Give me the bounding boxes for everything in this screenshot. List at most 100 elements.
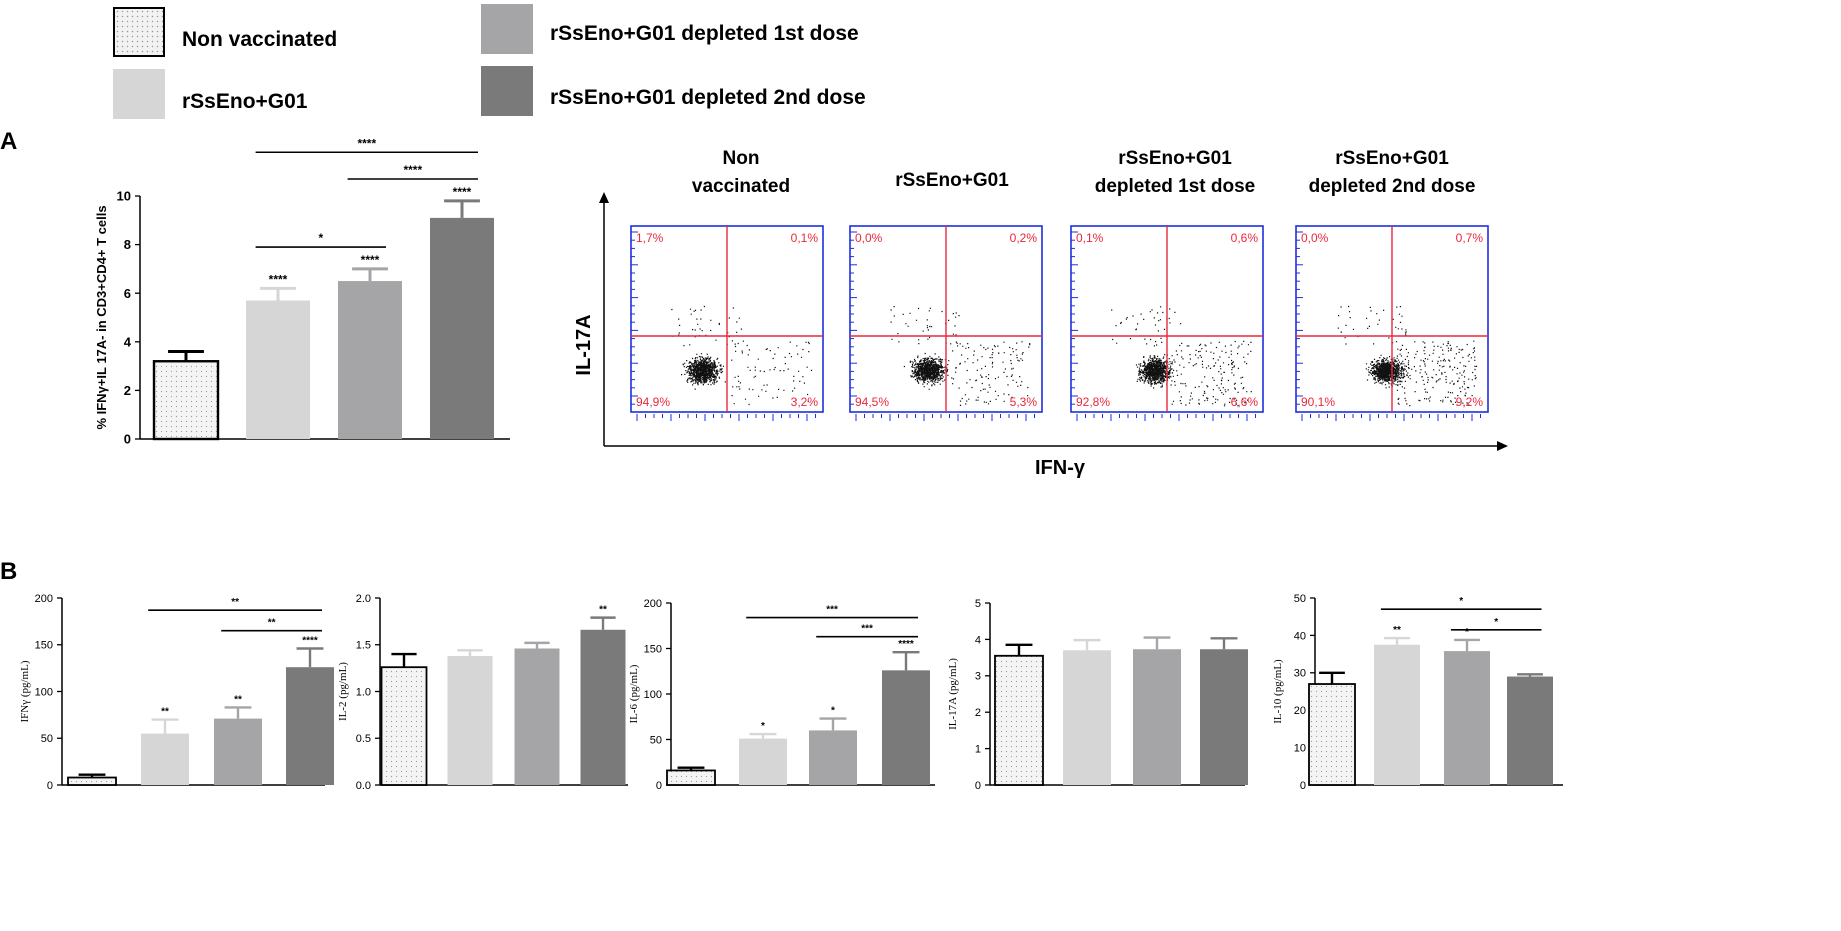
y-tick-label: 0.5 xyxy=(356,733,371,745)
bar-chart-a: 0 2 4 6 8 10 % IFNγ+IL 17A- in CD3+CD4+ T cell… xyxy=(94,136,510,447)
y-tick-label: 150 xyxy=(644,643,662,655)
quadrant-upper-right: 0,2% xyxy=(1010,231,1038,245)
dot-plot-4: rSsEno+G01 depleted 2nd dose 0,0% 0,7% 90,1%… xyxy=(1295,148,1489,421)
y-tick-label: 2.0 xyxy=(356,593,371,605)
dot-plot-title: depleted 2nd dose xyxy=(1309,176,1476,197)
significance-label: * xyxy=(831,706,835,717)
y-tick-label: 6 xyxy=(124,286,131,301)
y-tick-label: 50 xyxy=(41,733,53,745)
bar-1 xyxy=(380,666,428,786)
y-tick-label: 2 xyxy=(124,383,131,398)
y-tick-label: 100 xyxy=(644,689,662,701)
significance-label: * xyxy=(761,721,765,732)
bar-1 xyxy=(1308,683,1356,786)
y-axis-label: IFNγ (pg/mL) xyxy=(19,660,31,722)
y-tick-label: 40 xyxy=(1294,630,1306,642)
y-tick-label: 30 xyxy=(1294,668,1306,680)
significance-label: **** xyxy=(302,635,318,646)
comparison-label: *** xyxy=(861,624,873,635)
y-tick-label: 1 xyxy=(975,743,981,755)
bar-1 xyxy=(666,769,716,786)
bar-2 xyxy=(246,300,310,439)
significance-label: * xyxy=(1465,627,1469,638)
y-tick-label: 8 xyxy=(124,237,131,252)
significance-label: ** xyxy=(599,605,607,616)
flow-y-axis-label: IL-17A xyxy=(573,314,595,375)
y-tick-label: 10 xyxy=(117,189,131,204)
quadrant-lower-right: 3,2% xyxy=(791,395,819,409)
y-tick-label: 3 xyxy=(975,671,981,683)
y-tick-label: 0.0 xyxy=(356,780,371,792)
bar-3 xyxy=(338,281,402,439)
legend-swatch-depleted-1st xyxy=(481,4,533,54)
legend-label-non-vaccinated: Non vaccinated xyxy=(182,28,338,51)
bar-3 xyxy=(1444,651,1490,785)
y-tick-label: 0 xyxy=(124,432,131,447)
y-tick-label: 1.5 xyxy=(356,640,371,652)
y-tick-label: 50 xyxy=(650,734,662,746)
comparison-label: ** xyxy=(268,618,276,629)
y-tick-label: 200 xyxy=(35,593,53,605)
legend-label-depleted-2nd: rSsEno+G01 depleted 2nd dose xyxy=(550,86,866,109)
y-axis-label: IL-17A (pg/mL) xyxy=(947,658,959,730)
bar-4 xyxy=(882,670,930,785)
comparison-label: * xyxy=(1494,617,1498,628)
legend-swatch-depleted-2nd xyxy=(481,66,533,116)
legend-label-rsseno-g01: rSsEno+G01 xyxy=(182,90,308,113)
y-tick-label: 100 xyxy=(35,686,53,698)
quadrant-upper-left: 0,1% xyxy=(1076,231,1104,245)
y-tick-label: 4 xyxy=(124,334,132,349)
quadrant-upper-right: 0,6% xyxy=(1231,231,1259,245)
bar-4 xyxy=(430,217,494,439)
dot-plot-title: Non xyxy=(723,148,760,169)
dot-plot-title: vaccinated xyxy=(692,176,790,197)
comparison-label: * xyxy=(1459,596,1463,607)
flow-y-arrow xyxy=(599,192,609,203)
y-axis-label: IL-10 (pg/mL) xyxy=(1272,659,1284,724)
quadrant-lower-left: 92,8% xyxy=(1076,395,1110,409)
y-axis-label: IL-6 (pg/mL) xyxy=(628,664,640,723)
y-tick-label: 10 xyxy=(1294,742,1306,754)
quadrant-lower-right: 6,6% xyxy=(1231,395,1259,409)
significance-label: ** xyxy=(1393,625,1401,636)
quadrant-lower-left: 90,1% xyxy=(1301,395,1335,409)
dot-plot-title: rSsEno+G01 xyxy=(895,170,1009,191)
y-axis-label: IL-2 (pg/mL) xyxy=(337,662,349,721)
significance-label: **** xyxy=(361,253,380,267)
quadrant-lower-right: 5,3% xyxy=(1010,395,1038,409)
y-tick-label: 0 xyxy=(656,780,662,792)
y-tick-label: 1.0 xyxy=(356,686,371,698)
bar-chart-b4: 0 1 2 3 4 5 IL-17A (pg/mL) xyxy=(947,598,1248,792)
bar-4 xyxy=(580,629,626,785)
dot-plot-2: rSsEno+G01 0,0% 0,2% 94,5% 5,3% xyxy=(849,170,1043,421)
bar-3 xyxy=(214,718,262,785)
legend-swatch-non-vaccinated xyxy=(113,7,165,57)
dot-plot-1: Non vaccinated 1,7% 0,1% 94,9% 3,2% xyxy=(630,148,824,421)
significance-label: **** xyxy=(898,639,914,650)
quadrant-lower-right: 9,2% xyxy=(1456,395,1484,409)
significance-label: **** xyxy=(269,272,288,286)
bar-2 xyxy=(447,655,493,785)
dot-plot-title: rSsEno+G01 xyxy=(1335,148,1449,169)
bar-3 xyxy=(1133,649,1181,785)
bar-1 xyxy=(152,360,220,441)
y-tick-label: 0 xyxy=(975,780,981,792)
quadrant-upper-left: 0,0% xyxy=(1301,231,1329,245)
bar-2 xyxy=(1063,650,1111,785)
y-tick-label: 50 xyxy=(1294,593,1306,605)
bar-3 xyxy=(809,730,857,785)
event-dots xyxy=(671,305,813,406)
bar-2 xyxy=(739,738,787,785)
comparison-label: * xyxy=(318,231,323,245)
y-tick-label: 20 xyxy=(1294,705,1306,717)
bar-3 xyxy=(514,648,560,785)
y-tick-label: 2 xyxy=(975,707,981,719)
event-dots xyxy=(1111,306,1252,407)
flow-x-axis-label: IFN-γ xyxy=(1035,457,1086,479)
bar-2 xyxy=(141,733,189,785)
flow-cytometry-panel: IFN-γ IL-17A Non vaccinated 1,7% 0,1% 94,9% 3,2… xyxy=(573,148,1508,479)
